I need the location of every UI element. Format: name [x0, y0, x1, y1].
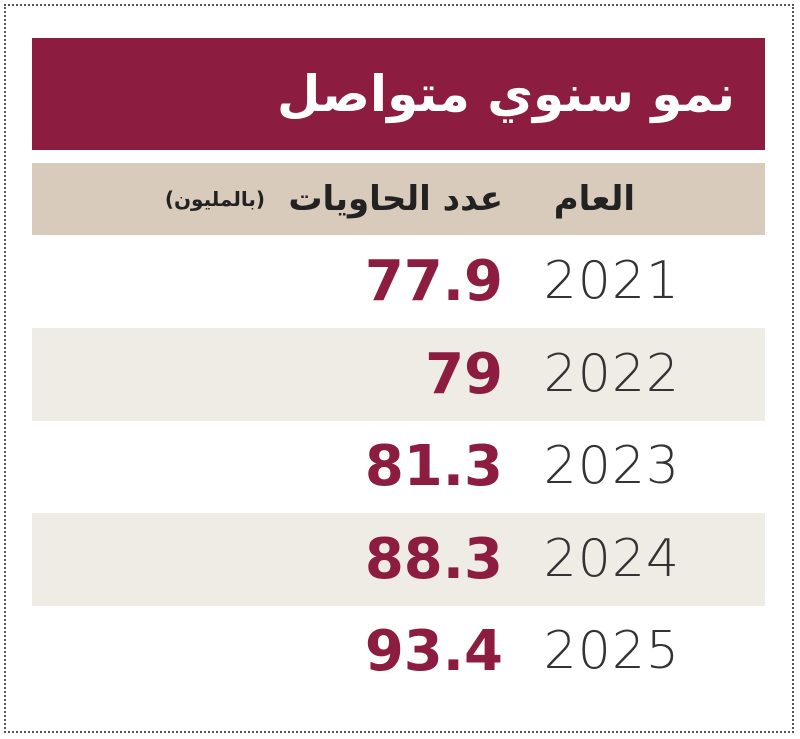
- value-cell: 79: [425, 341, 503, 407]
- title: نمو سنوي متواصل: [276, 65, 735, 123]
- title-bar: نمو سنوي متواصل: [32, 38, 765, 150]
- table-header: العام عدد الحاويات (بالمليون): [32, 163, 765, 235]
- year-cell: 2023: [543, 436, 680, 497]
- year-cell: 2021: [543, 251, 680, 311]
- year-cell: 2022: [543, 343, 680, 404]
- table-row: 2022 79: [32, 327, 765, 421]
- table-row: 2023 81.3: [32, 420, 765, 513]
- year-cell: 2025: [543, 621, 680, 682]
- year-cell: 2024: [543, 528, 680, 589]
- table-row: 2025 93.4: [32, 605, 765, 698]
- table-row: 2021 77.9: [32, 235, 765, 328]
- column-unit: (بالمليون): [164, 187, 265, 211]
- table-row: 2024 88.3: [32, 512, 765, 606]
- value-cell: 93.4: [364, 619, 503, 685]
- column-header: عدد الحاويات: [288, 179, 503, 219]
- frame: [4, 4, 794, 733]
- column-header: العام: [553, 179, 635, 219]
- value-cell: 88.3: [364, 526, 503, 592]
- value-cell: 81.3: [364, 434, 503, 500]
- value-cell: 77.9: [364, 249, 503, 314]
